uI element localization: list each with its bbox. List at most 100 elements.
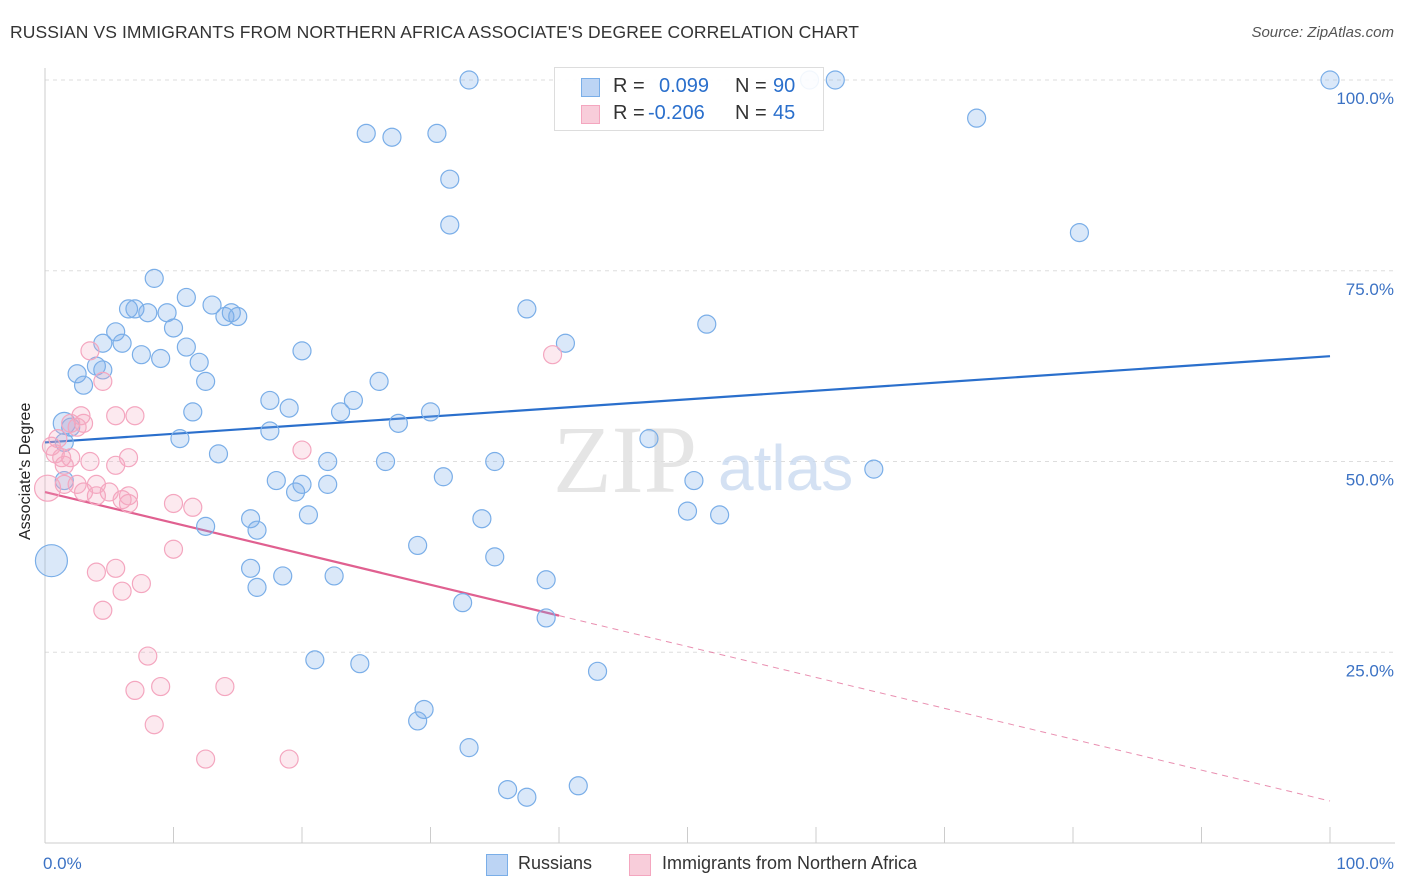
russians-point bbox=[34, 544, 69, 578]
russians-point bbox=[318, 474, 338, 494]
immigrants-point bbox=[138, 646, 158, 666]
immigrants-point bbox=[131, 573, 151, 594]
russians-point bbox=[536, 570, 556, 590]
correlation-legend: R = 0.099 N = 90 R = -0.206 N = 45 bbox=[554, 67, 824, 131]
russians-point bbox=[202, 295, 222, 315]
immigrants-point bbox=[144, 715, 164, 735]
russians-point bbox=[324, 566, 344, 586]
bottom-legend-label-immigrants: Immigrants from Northern Africa bbox=[662, 853, 918, 873]
russians-point bbox=[440, 215, 460, 235]
immigrants-point bbox=[86, 562, 107, 582]
immigrants-point bbox=[279, 749, 299, 769]
immigrants-point bbox=[151, 676, 171, 697]
watermark-atlas: atlas bbox=[718, 432, 853, 504]
x-tick-label: 100.0% bbox=[1336, 854, 1394, 873]
immigrants-point bbox=[163, 493, 184, 514]
russians-point bbox=[260, 421, 280, 441]
russians-point bbox=[138, 303, 158, 323]
immigrants-point bbox=[292, 440, 312, 460]
russians-point bbox=[279, 398, 299, 418]
immigrants-trend-line-extension bbox=[558, 615, 1331, 802]
bottom-legend-swatch-immigrants bbox=[629, 854, 651, 876]
russians-point bbox=[517, 299, 537, 319]
immigrants-point bbox=[48, 429, 68, 449]
legend-n-value: 45 bbox=[773, 102, 796, 124]
russians-point bbox=[118, 299, 139, 319]
russians-point bbox=[260, 390, 280, 411]
russians-point bbox=[697, 314, 717, 334]
immigrants-point bbox=[183, 497, 203, 517]
russians-point bbox=[196, 371, 216, 391]
legend-swatch-russians bbox=[581, 78, 600, 97]
russians-point bbox=[408, 535, 428, 556]
russians-point bbox=[375, 451, 396, 472]
russians-point bbox=[453, 593, 473, 613]
russians-point bbox=[498, 779, 518, 800]
immigrants-point bbox=[61, 448, 81, 468]
legend-r-label: R = bbox=[613, 75, 645, 97]
russians-point bbox=[298, 505, 319, 525]
russians-point bbox=[536, 608, 556, 628]
russians-point bbox=[568, 776, 588, 796]
russians-point bbox=[176, 337, 196, 357]
russians-point bbox=[93, 360, 113, 380]
legend-r-value: 0.099 bbox=[659, 75, 710, 97]
immigrants-point bbox=[80, 451, 100, 472]
russians-point bbox=[106, 322, 126, 342]
russians-point bbox=[485, 451, 505, 472]
russians-point bbox=[273, 566, 293, 586]
y-tick-label: 75.0% bbox=[1346, 280, 1394, 299]
source-label: Source: ZipAtlas.com bbox=[1251, 24, 1394, 41]
russians-point bbox=[440, 169, 460, 189]
legend-swatch-immigrants bbox=[581, 105, 600, 124]
russians-point bbox=[825, 70, 845, 90]
y-tick-label: 50.0% bbox=[1346, 471, 1394, 490]
immigrants-point bbox=[196, 749, 216, 769]
russians-point bbox=[967, 108, 987, 128]
russians-point bbox=[208, 444, 229, 464]
russians-point bbox=[292, 341, 312, 361]
legend-n-label: N = bbox=[735, 75, 767, 97]
bottom-legend-label-russians: Russians bbox=[518, 853, 593, 873]
russians-point bbox=[408, 711, 428, 731]
immigrants-point bbox=[542, 345, 563, 365]
immigrants-point bbox=[93, 371, 113, 391]
russians-point bbox=[112, 333, 132, 353]
immigrants-point bbox=[106, 406, 126, 426]
legend-n-value: 90 bbox=[773, 75, 796, 97]
data-points bbox=[33, 70, 1340, 807]
russians-point bbox=[1320, 70, 1340, 90]
immigrants-point bbox=[215, 676, 235, 697]
russians-point bbox=[318, 451, 338, 472]
immigrants-point bbox=[125, 406, 145, 426]
immigrants-point bbox=[125, 680, 145, 701]
russians-point bbox=[350, 654, 370, 674]
russians-point bbox=[170, 429, 190, 449]
russians-point bbox=[266, 470, 286, 491]
immigrants-point bbox=[118, 486, 139, 506]
russians-point bbox=[125, 299, 145, 319]
y-tick-label: 100.0% bbox=[1336, 89, 1394, 108]
russians-point bbox=[420, 402, 441, 422]
immigrants-point bbox=[73, 413, 94, 433]
legend-row-immigrants: R = -0.206 N = 45 bbox=[555, 99, 823, 129]
russians-point bbox=[382, 127, 402, 147]
russians-point bbox=[73, 375, 94, 395]
axes bbox=[44, 68, 1395, 844]
immigrants-point bbox=[71, 406, 91, 426]
russians-point bbox=[1069, 223, 1090, 243]
russians-point bbox=[163, 318, 184, 338]
legend-r-label: R = bbox=[613, 102, 645, 124]
russians-point bbox=[241, 558, 261, 578]
russians-point bbox=[427, 123, 447, 144]
russians-point bbox=[189, 352, 209, 372]
russians-point bbox=[369, 371, 389, 391]
russians-point bbox=[864, 459, 884, 479]
bottom-legend-swatch-russians bbox=[486, 854, 508, 876]
legend-row-russians: R = 0.099 N = 90 bbox=[555, 72, 823, 102]
legend-r-value: -0.206 bbox=[648, 102, 705, 124]
russians-point bbox=[710, 505, 730, 525]
russians-point bbox=[517, 787, 537, 807]
russians-point bbox=[356, 123, 376, 144]
